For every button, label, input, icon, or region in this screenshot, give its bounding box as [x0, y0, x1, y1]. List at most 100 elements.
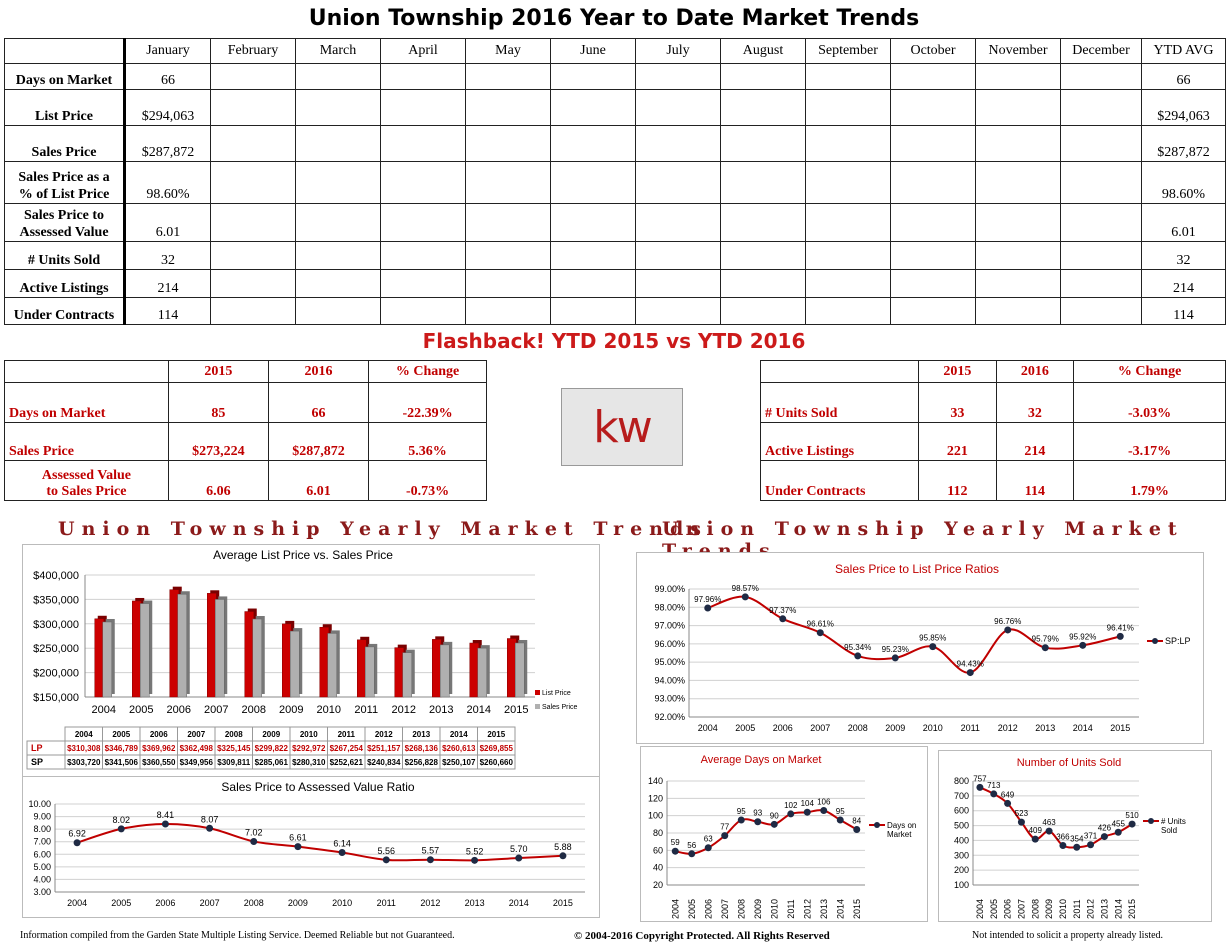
cmp-row: Days on Market 85 66 -22.39% — [4, 382, 487, 423]
x-tick-label: 2004 — [67, 898, 87, 908]
data-label: 77 — [720, 823, 729, 832]
table-row: # Units Sold 32 32 — [4, 241, 1226, 270]
ytd-market-table: January February March April May June July Augu… — [4, 38, 1226, 325]
data-label: 95 — [737, 807, 746, 816]
row-label-line: Under Contracts — [765, 484, 866, 499]
data-label: 97.37% — [769, 606, 796, 615]
cmp-row-label: Active Listings — [759, 422, 920, 461]
y-tick-label: 9.00 — [33, 812, 51, 822]
legend-marker — [1148, 818, 1154, 824]
y-tick-label: 120 — [648, 793, 663, 803]
month-value — [1060, 241, 1142, 270]
month-value — [295, 161, 381, 204]
month-value — [210, 203, 296, 242]
cmp-header: % Change — [368, 360, 487, 383]
y-tick-label: 10.00 — [28, 799, 51, 809]
data-point — [671, 847, 679, 855]
cmp-header-corner — [759, 360, 920, 383]
cmp-row: # Units Sold 33 32 -3.03% — [759, 382, 1226, 423]
x-tick-label: 2015 — [852, 899, 862, 919]
x-tick-label: 2012 — [998, 723, 1018, 733]
y-tick-label: 140 — [648, 776, 663, 786]
list-price-bar — [394, 647, 404, 698]
data-point — [737, 816, 745, 824]
x-tick-label: 2008 — [736, 899, 746, 919]
table-row: Days on Market 66 66 — [4, 63, 1226, 90]
data-point — [688, 850, 696, 858]
month-value — [635, 241, 721, 270]
month-value — [1060, 161, 1142, 204]
x-tick-label: 2009 — [279, 704, 303, 716]
cmp-header-row: 2015 2016% Change — [4, 360, 487, 383]
cmp-header: 2016 — [995, 360, 1075, 383]
x-tick-label: 2014 — [467, 704, 491, 716]
cmp-row: Sales Price $273,224 $287,872 5.36% — [4, 422, 487, 461]
table-value: $269,855 — [480, 744, 514, 753]
cmp-row: Under Contracts 112 114 1.79% — [759, 460, 1226, 501]
month-value — [295, 125, 381, 162]
data-label: 93 — [753, 809, 762, 818]
data-point — [382, 856, 390, 864]
cmp-y2015-value: 221 — [918, 422, 997, 461]
sales-price-bar — [102, 621, 112, 698]
table-value: $346,789 — [105, 744, 139, 753]
ytd-avg-value: $287,872 — [1141, 125, 1226, 162]
y-tick-label: 100 — [648, 811, 663, 821]
sp-lp-ratio-chart: Sales Price to List Price Ratios 92.00% 93… — [636, 552, 1204, 744]
x-tick-label: 2013 — [429, 704, 453, 716]
cmp-y2016-value: 66 — [267, 382, 370, 423]
month-header: YTD AVG — [1141, 38, 1226, 64]
data-point — [704, 604, 712, 612]
cmp-change-value: -3.03% — [1073, 382, 1226, 423]
cmp-y2016-value: 32 — [995, 382, 1075, 423]
x-tick-label: 2013 — [1035, 723, 1055, 733]
sales-price-bar — [402, 652, 412, 698]
y-tick-label: 20 — [653, 880, 663, 890]
table-value: $303,720 — [67, 758, 101, 767]
month-value — [805, 297, 891, 325]
data-point — [816, 629, 824, 637]
y-tick-label: 6.00 — [33, 849, 51, 859]
table-value: $240,834 — [367, 758, 401, 767]
y-tick-label: $350,000 — [33, 594, 79, 606]
data-label: 94.43% — [957, 660, 984, 669]
month-header: March — [295, 38, 381, 64]
x-tick-label: 2007 — [204, 704, 228, 716]
month-header: December — [1060, 38, 1142, 64]
data-label: 8.02 — [112, 815, 130, 825]
table-value: $362,498 — [180, 744, 214, 753]
data-point — [704, 844, 712, 852]
x-tick-label: 2008 — [242, 704, 266, 716]
sales-price-bar — [177, 594, 187, 698]
month-value — [210, 125, 296, 162]
legend-marker — [874, 822, 880, 828]
month-value — [465, 89, 551, 126]
y-tick-label: 400 — [954, 835, 969, 845]
x-tick-label: 2006 — [773, 723, 793, 733]
legend-marker — [1152, 638, 1158, 644]
row-label-line: to Sales Price — [46, 484, 127, 499]
month-value — [550, 125, 636, 162]
month-value — [975, 269, 1061, 298]
table-value: $292,972 — [292, 744, 326, 753]
month-value — [975, 161, 1061, 204]
month-value — [720, 269, 806, 298]
x-tick-label: 2004 — [92, 704, 116, 716]
x-tick-label: 2005 — [111, 898, 131, 908]
table-value: $260,660 — [480, 758, 514, 767]
table-year: 2011 — [338, 730, 356, 739]
month-value — [210, 89, 296, 126]
month-value — [890, 203, 976, 242]
data-point — [891, 654, 899, 662]
data-label: 5.56 — [377, 846, 395, 856]
data-label: 5.70 — [510, 844, 528, 854]
row-label: Sales Price — [4, 125, 125, 162]
month-value — [1060, 297, 1142, 325]
ytd-avg-value: 32 — [1141, 241, 1226, 270]
data-point — [1059, 841, 1067, 849]
row-label-line: # Units Sold — [27, 253, 101, 268]
ytd-avg-value: 214 — [1141, 269, 1226, 298]
x-tick-label: 2008 — [244, 898, 264, 908]
x-tick-label: 2009 — [885, 723, 905, 733]
table-value: $310,308 — [67, 744, 101, 753]
